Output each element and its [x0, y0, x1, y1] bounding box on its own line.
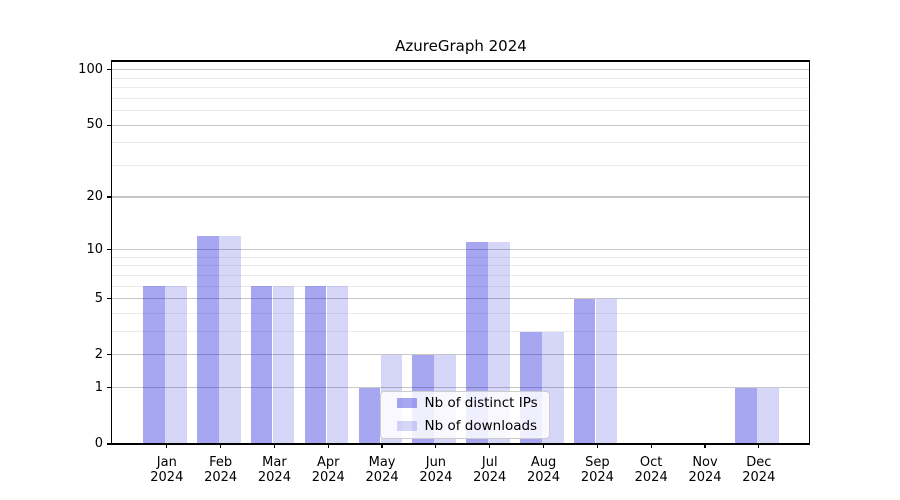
x-tick-sep — [596, 444, 598, 449]
bar-downloads-mar — [272, 286, 295, 445]
y-tick-label-5: 5 — [94, 290, 103, 306]
x-tick-label-oct: Oct 2024 — [634, 454, 668, 485]
x-tick-apr — [327, 444, 329, 449]
x-tick-label-jan: Jan 2024 — [150, 454, 184, 485]
gridline-major-20 — [112, 196, 810, 198]
y-tick-2 — [106, 354, 111, 356]
gridline-minor-30 — [112, 165, 810, 166]
x-tick-label-nov: Nov 2024 — [688, 454, 722, 485]
x-tick-label-jul: Jul 2024 — [473, 454, 507, 485]
gridline-major-50 — [112, 124, 810, 126]
x-tick-jul — [489, 444, 491, 449]
legend: Nb of distinct IPs Nb of downloads — [379, 390, 550, 439]
gridline-minor-60 — [112, 110, 810, 112]
legend-label-distinct-ips: Nb of distinct IPs — [424, 394, 538, 411]
x-tick-aug — [542, 444, 545, 449]
y-tick-100 — [106, 69, 111, 71]
x-tick-jan — [166, 444, 168, 449]
gridline-minor-70 — [112, 97, 810, 99]
gridline-minor-4 — [112, 312, 810, 314]
gridline-minor-3 — [112, 331, 810, 333]
axis-spine-right — [808, 60, 811, 445]
bar-ips-jan — [143, 286, 165, 445]
x-tick-label-sep: Sep 2024 — [580, 454, 614, 485]
gridline-minor-90 — [112, 77, 810, 79]
bar-downloads-jan — [165, 286, 187, 445]
y-tick-label-100: 100 — [78, 61, 103, 77]
gridline-minor-40 — [112, 142, 810, 144]
bar-ips-feb — [197, 235, 219, 445]
y-tick-1 — [106, 387, 111, 389]
gridline-major-10 — [112, 248, 810, 251]
y-tick-label-50: 50 — [86, 117, 103, 133]
bar-downloads-dec — [757, 387, 779, 445]
gridline-minor-6 — [112, 285, 810, 287]
gridline-major-1 — [112, 387, 810, 389]
gridline-minor-9 — [112, 256, 810, 258]
bar-ips-may — [358, 387, 381, 445]
x-tick-oct — [650, 444, 652, 449]
gridline-major-5 — [112, 298, 810, 300]
y-tick-10 — [106, 248, 111, 251]
y-tick-label-1: 1 — [94, 379, 103, 395]
legend-label-downloads: Nb of downloads — [424, 417, 538, 434]
legend-item-distinct-ips: Nb of distinct IPs — [396, 394, 541, 414]
y-tick-label-2: 2 — [94, 346, 103, 362]
bar-ips-apr — [304, 286, 327, 445]
bar-ips-dec — [735, 387, 757, 445]
x-tick-label-aug: Aug 2024 — [526, 454, 561, 485]
y-tick-0 — [106, 443, 111, 445]
y-tick-label-10: 10 — [86, 241, 103, 257]
x-tick-label-feb: Feb 2024 — [204, 454, 238, 485]
bar-ips-sep — [573, 298, 596, 445]
y-tick-20 — [106, 196, 111, 198]
legend-swatch-distinct-ips — [396, 398, 417, 409]
x-tick-jun — [435, 444, 437, 449]
legend-swatch-downloads — [396, 421, 417, 432]
gridline-minor-80 — [112, 87, 810, 89]
x-tick-label-apr: Apr 2024 — [311, 454, 345, 485]
bar-downloads-feb — [219, 235, 241, 445]
gridline-minor-8 — [112, 265, 810, 267]
axis-spine-left — [110, 60, 113, 445]
x-tick-label-mar: Mar 2024 — [257, 454, 291, 485]
x-tick-may — [381, 444, 383, 449]
x-tick-label-dec: Dec 2024 — [742, 454, 776, 485]
x-tick-feb — [220, 444, 222, 449]
axis-spine-top — [110, 60, 811, 62]
gridline-major-100 — [112, 69, 810, 71]
bar-ips-mar — [250, 286, 273, 445]
chart-title: AzureGraph 2024 — [395, 37, 527, 55]
x-tick-mar — [273, 444, 276, 449]
y-tick-label-0: 0 — [94, 436, 103, 451]
gridline-minor-7 — [112, 274, 810, 276]
axis-spine-bottom — [110, 443, 811, 445]
x-tick-nov — [704, 444, 706, 449]
bar-downloads-sep — [595, 298, 618, 445]
legend-item-downloads: Nb of downloads — [396, 416, 541, 436]
x-tick-label-jun: Jun 2024 — [419, 454, 453, 485]
y-tick-5 — [106, 298, 111, 300]
y-tick-label-20: 20 — [86, 189, 103, 205]
x-tick-label-may: May 2024 — [365, 454, 399, 485]
x-tick-dec — [758, 444, 760, 449]
gridline-major-2 — [112, 354, 810, 356]
y-tick-50 — [106, 124, 111, 126]
bar-downloads-apr — [326, 286, 349, 445]
